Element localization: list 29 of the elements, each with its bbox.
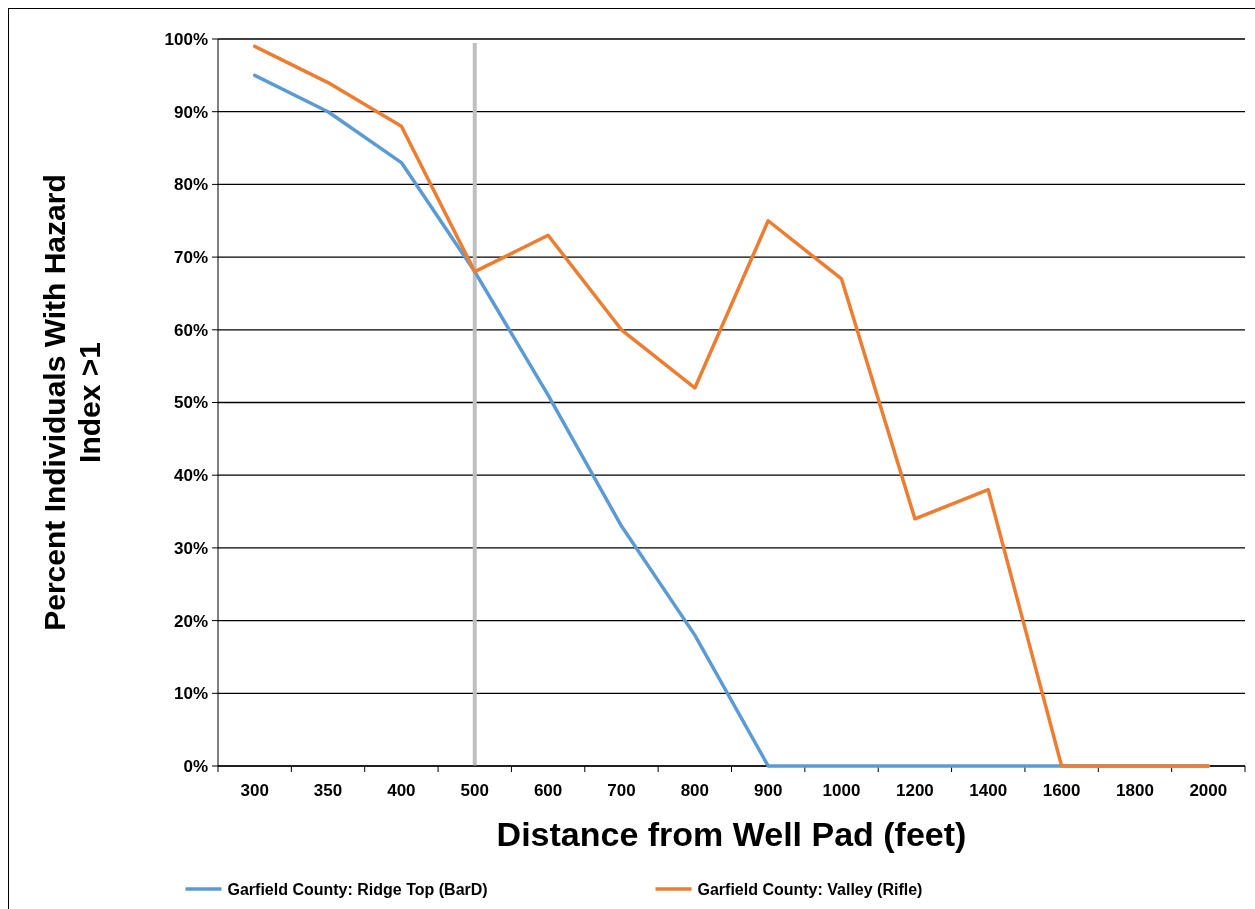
x-tick-label: 1000	[822, 781, 861, 800]
y-tick-label: 60%	[173, 320, 208, 340]
y-axis-title: Percent Individuals With Hazard Index >1	[38, 174, 106, 631]
legend-label: Garfield County: Valley (Rifle)	[697, 880, 923, 898]
x-tick-label: 600	[533, 781, 563, 800]
y-tick-label: 20%	[173, 611, 208, 631]
y-tick-label: 40%	[173, 466, 208, 486]
x-tick-label: 300	[240, 781, 269, 800]
y-tick-label: 100%	[164, 29, 208, 49]
x-axis-title: Distance from Well Pad (feet)	[496, 815, 967, 853]
x-tick-label: 700	[607, 781, 636, 800]
x-tick-label: 1600	[1042, 781, 1081, 800]
y-tick-label: 90%	[173, 102, 208, 122]
x-tick-label: 800	[680, 781, 710, 800]
x-tick-label: 900	[753, 781, 783, 800]
x-tick-label: 400	[387, 781, 416, 800]
x-tick-label: 1800	[1116, 781, 1154, 800]
x-tick-label: 500	[460, 781, 489, 800]
y-tick-label: 30%	[173, 538, 208, 558]
y-tick-label: 10%	[173, 684, 208, 704]
y-tick-label: 70%	[173, 248, 208, 268]
y-tick-label: 80%	[173, 175, 208, 195]
x-tick-label: 350	[313, 781, 343, 800]
x-tick-label: 2000	[1189, 781, 1228, 800]
y-tick-label: 0%	[183, 756, 208, 776]
y-tick-label: 50%	[173, 393, 208, 413]
legend-label: Garfield County: Ridge Top (BarD)	[227, 880, 488, 898]
x-tick-label: 1400	[969, 781, 1008, 800]
x-tick-label: 1200	[895, 781, 934, 800]
